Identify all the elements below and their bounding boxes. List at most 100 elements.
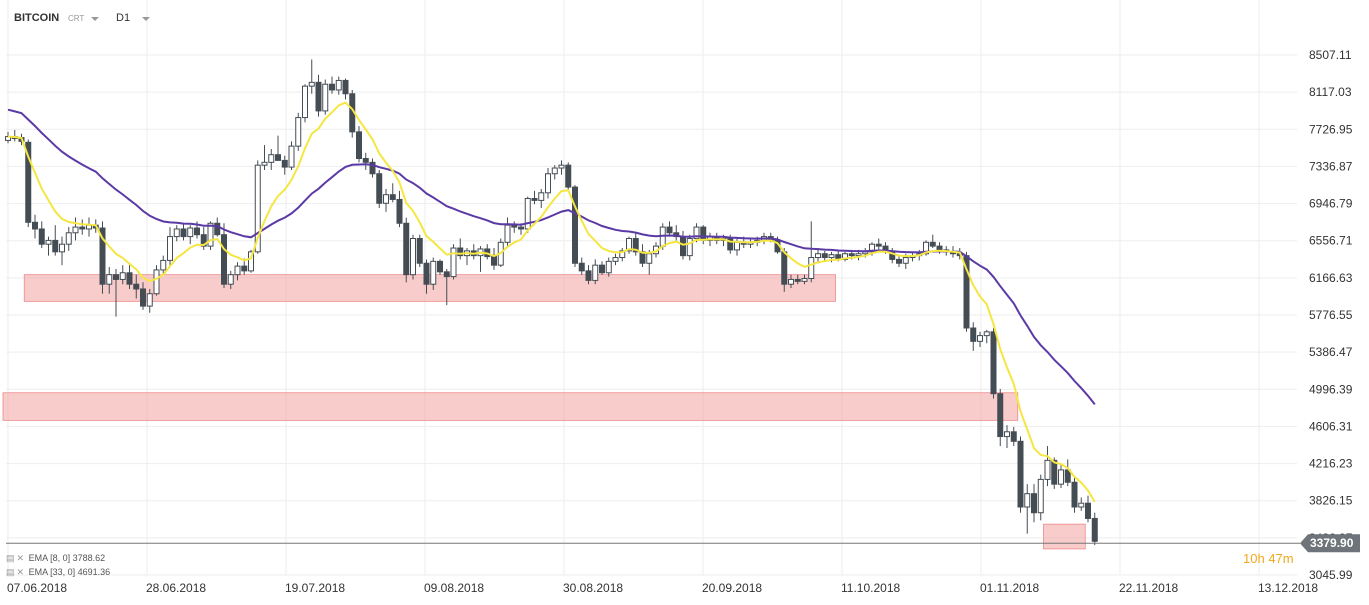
y-tick-label: 5386.47 [1309,345,1353,359]
candle [180,223,187,241]
candle [842,251,848,262]
candle [140,282,146,310]
candle [133,274,140,299]
candle [558,160,565,175]
candle [1058,465,1064,488]
candle [113,268,119,317]
candle [106,267,113,294]
candle [794,274,801,285]
candle [288,141,295,170]
y-tick-label: 6166.63 [1309,271,1353,285]
candle [788,274,794,289]
price-axis[interactable]: 8507.11 8117.03 7726.95 7336.87 6946.79 6556.… [1309,48,1353,582]
indicator-remove-icon[interactable]: ✕ [16,553,25,563]
candle [896,255,902,268]
candle [119,265,126,285]
x-tick-label: 01.11.2018 [980,581,1039,595]
candle [673,225,680,241]
candle [821,250,828,262]
candle [11,129,18,142]
timeframe-chevron-down-icon[interactable] [142,17,150,21]
indicator-params: [8, 0] [50,553,71,563]
candle [275,135,281,161]
candle [443,268,450,306]
candle [187,225,194,245]
candle [997,388,1004,447]
candle [1017,436,1024,513]
indicator-params: [33, 0] [50,567,76,577]
candle [686,234,693,261]
candle [227,270,234,289]
candle [160,255,167,275]
candle [700,225,707,245]
candle [396,190,403,228]
candle [362,152,369,170]
candle [1091,512,1098,546]
chart-type-chevron-down-icon[interactable] [91,17,99,21]
candle [416,234,423,268]
y-tick-label: 4996.39 [1309,382,1353,396]
candle [167,227,173,266]
candle [173,225,180,242]
candle [423,259,430,294]
candle [369,158,376,178]
price-zone [2,392,1019,421]
indicator-settings-icon[interactable]: ▤ [6,567,15,577]
candle [437,259,443,275]
candle [477,246,484,272]
candle [315,74,322,117]
price-tag-bg [1300,534,1360,553]
candle [619,248,626,262]
candle [295,112,302,151]
candle [1010,427,1017,447]
candle [126,265,133,289]
timeframe-selector[interactable]: D1 [116,12,131,24]
indicator-settings-icon[interactable]: ▤ [6,553,15,563]
date-axis[interactable]: 07.06.2018 28.06.2018 19.07.2018 09.08.2018… [7,581,1318,595]
candle [261,145,268,170]
candle [322,79,329,115]
candle [403,217,410,283]
y-tick-label: 4216.23 [1309,457,1353,471]
candle [450,244,457,280]
candle [578,257,585,275]
candle-countdown: 10h 47m [1243,551,1294,566]
candle [605,257,612,277]
candles-layer [5,59,1098,546]
candle [38,221,45,249]
candle [1044,446,1051,487]
y-tick-label: 8507.11 [1309,48,1352,62]
candle [32,214,38,239]
candle [815,248,821,264]
price-zone [1043,523,1086,550]
chart-type[interactable]: CRT [68,14,85,23]
candle [983,329,990,344]
x-tick-label: 11.10.2018 [841,581,900,595]
y-tick-label: 7726.95 [1309,122,1353,136]
symbol-name[interactable]: BITCOIN [14,12,60,24]
candle [970,322,977,351]
indicator-remove-icon[interactable]: ✕ [16,567,25,577]
indicator-ema-33[interactable]: ▤ ✕ EMA [33, 0] 4691.36 [6,567,110,578]
candle [221,223,227,289]
x-tick-label: 20.09.2018 [702,581,762,595]
x-tick-label: 22.11.2018 [1119,581,1178,595]
ema-8-line [7,101,1096,503]
candle [248,249,254,273]
y-tick-label: 3826.15 [1309,494,1353,508]
candle [1037,474,1044,521]
candle [666,221,673,237]
candle [457,238,464,260]
candle [565,162,572,191]
candle [524,196,531,233]
candle [281,155,288,175]
indicator-ema-8[interactable]: ▤ ✕ EMA [8, 0] 3788.62 [6,553,105,564]
candle [585,265,592,285]
candle [45,236,52,256]
y-tick-label: 3045.99 [1309,568,1353,582]
x-tick-label: 19.07.2018 [285,581,345,595]
candle [1078,497,1085,511]
candle [1085,495,1091,523]
ema-lines [7,101,1096,503]
